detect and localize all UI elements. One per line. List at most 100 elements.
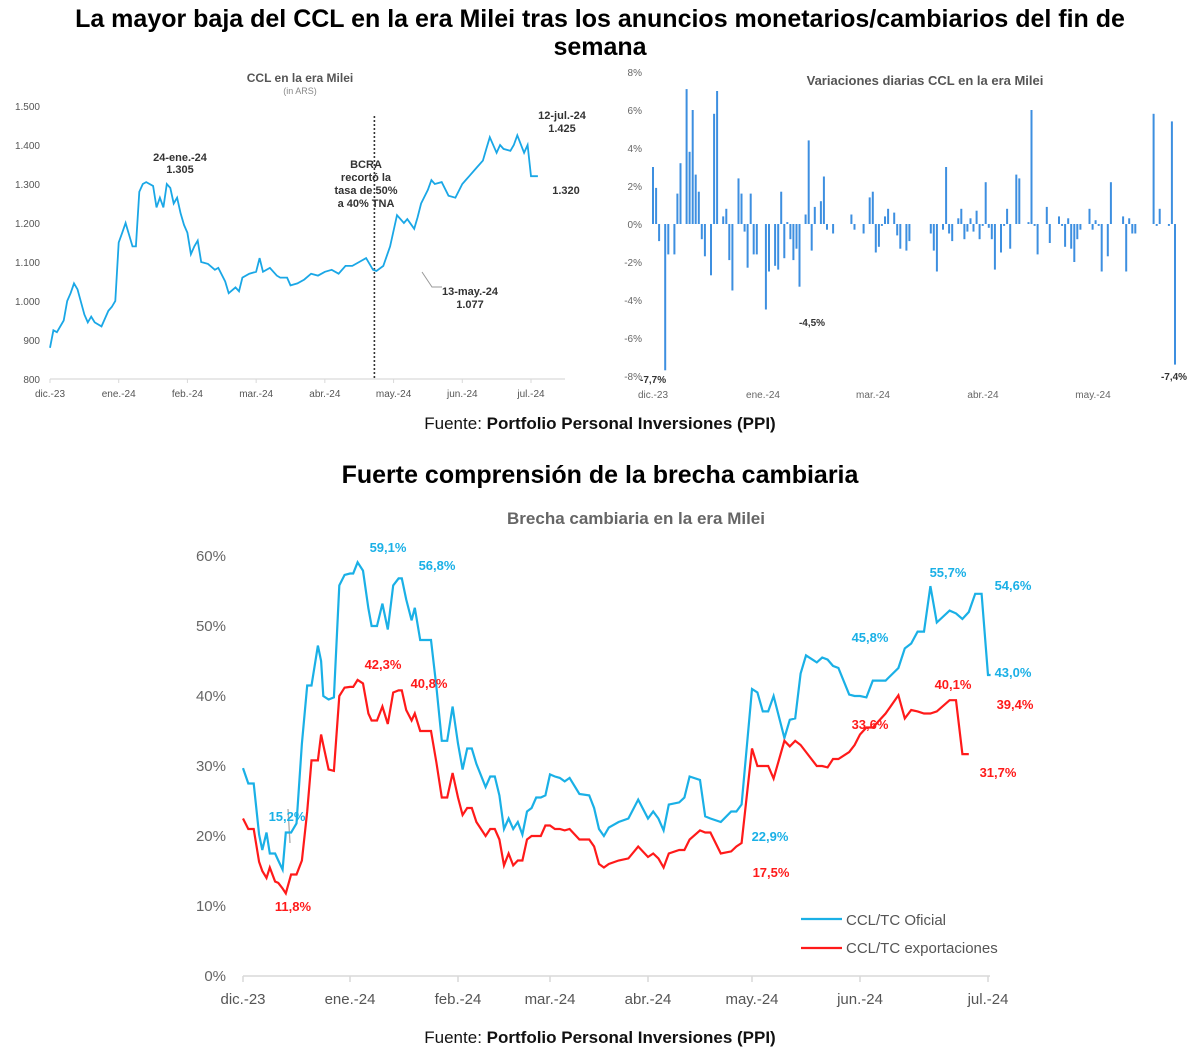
annot-export-42-3: 42,3%	[365, 657, 402, 672]
daily-variation-bar	[1122, 216, 1125, 224]
daily-variation-bar	[948, 224, 951, 234]
annot-export-33-6: 33,6%	[852, 717, 889, 732]
daily-variation-bar	[1079, 224, 1082, 230]
ccl-x-tick-label: abr.-24	[309, 389, 341, 400]
daily-variation-bar	[1006, 208, 1009, 224]
source-bottom: Fuente: Portfolio Personal Inversiones (…	[0, 1028, 1200, 1048]
daily-variation-bar	[963, 224, 966, 240]
legend: CCL/TC Oficial CCL/TC exportaciones	[801, 912, 998, 957]
ccl-x-tick-label: jun.-24	[446, 389, 478, 400]
daily-variation-bar	[688, 151, 691, 224]
daily-variation-bar	[942, 224, 944, 230]
page-title-line-1: La mayor baja del CCL en la era Milei tr…	[75, 5, 1125, 33]
daily-variation-bar	[676, 193, 679, 224]
daily-variation-bar	[896, 224, 899, 236]
annot-oficial-59-1: 59,1%	[370, 540, 407, 555]
annot-oficial-43-0: 43,0%	[995, 665, 1032, 680]
daily-variation-bar	[1033, 224, 1036, 226]
bars-x-tick-label: abr.-24	[967, 390, 999, 401]
annot-jan-date: 24-ene.-24	[153, 152, 208, 164]
daily-variation-bar	[1131, 224, 1134, 234]
ccl-chart-title: CCL en la era Milei	[247, 71, 353, 85]
daily-variation-bar	[1097, 224, 1100, 226]
daily-variation-bar	[850, 214, 853, 224]
ccl-y-tick-label: 900	[23, 336, 40, 347]
ccl-x-tick-label: dic.-23	[35, 389, 65, 400]
ccl-y-tick-label: 800	[23, 375, 40, 386]
daily-variation-bar	[1003, 224, 1006, 226]
daily-variation-bar	[722, 216, 725, 224]
ccl-y-tick-label: 1.100	[15, 258, 40, 269]
may-annotation-leader	[421, 271, 442, 288]
daily-variation-bar	[1155, 224, 1158, 226]
brecha-y-tick-label: 40%	[196, 688, 226, 705]
annot-oficial-56-8: 56,8%	[419, 558, 456, 573]
daily-variation-bar	[694, 174, 697, 224]
annot-bar-min-jan: -4,5%	[799, 318, 825, 329]
daily-variation-bar	[972, 224, 975, 232]
brecha-y-tick-label: 30%	[196, 758, 226, 775]
bars-x-tick-label: ene.-24	[746, 390, 780, 401]
daily-variation-bar	[905, 224, 908, 251]
bars-y-tick-label: 2%	[628, 182, 643, 193]
daily-variation-bar	[652, 167, 654, 224]
daily-variation-bar	[1152, 113, 1155, 224]
brecha-chart-title: Brecha cambiaria en la era Milei	[507, 509, 765, 528]
daily-variation-bar	[810, 224, 813, 251]
daily-variation-bar	[871, 191, 874, 224]
daily-variation-bar	[884, 216, 886, 224]
daily-variation-bar	[987, 224, 990, 228]
daily-variation-bar	[929, 224, 932, 234]
annot-oficial-45-8: 45,8%	[852, 630, 889, 645]
daily-variation-bar	[1125, 224, 1128, 272]
daily-variation-bar	[1158, 208, 1161, 224]
daily-variation-bar	[1100, 224, 1103, 272]
annot-bar-min-dec: -7,7%	[640, 375, 666, 386]
daily-variation-bar	[667, 224, 670, 255]
daily-variation-bar	[945, 167, 948, 224]
series-ccl-export-line	[242, 678, 969, 897]
annot-oficial-15-2: 15,2%	[269, 809, 306, 824]
brecha-y-tick-label: 50%	[196, 618, 226, 635]
daily-variation-bar	[978, 224, 981, 240]
daily-variation-bar	[1094, 220, 1097, 224]
series-ccl-oficial-line	[241, 559, 991, 874]
daily-variation-bar	[804, 214, 807, 224]
bars-x-tick-label: dic.-23	[638, 390, 668, 401]
source-top: Fuente: Portfolio Personal Inversiones (…	[0, 414, 1200, 434]
daily-variation-bar	[749, 193, 752, 224]
daily-variation-bar	[807, 140, 810, 224]
ccl-y-tick-label: 1.500	[15, 102, 40, 113]
daily-variation-bar	[877, 224, 880, 247]
daily-variation-bar	[1067, 218, 1070, 224]
bars-y-tick-label: 4%	[628, 144, 643, 155]
daily-variation-bar	[1048, 224, 1051, 243]
daily-variation-bar	[832, 224, 835, 234]
source-top-prefix: Fuente:	[424, 414, 482, 433]
daily-variation-bar	[768, 224, 770, 272]
daily-variation-bar	[874, 224, 877, 253]
daily-variation-bar	[975, 210, 978, 224]
daily-variation-bar	[679, 163, 682, 224]
daily-variation-bar	[1109, 182, 1112, 224]
daily-variation-bar	[969, 218, 972, 224]
brecha-x-tick-label: jun.-24	[836, 991, 883, 1008]
daily-variation-bar	[813, 206, 816, 224]
bcra-annotation-line: a 40% TNA	[338, 198, 395, 210]
daily-variation-bar	[932, 224, 935, 251]
annot-last-value: 1.320	[552, 185, 580, 197]
annot-export-11-8: 11,8%	[275, 899, 312, 914]
daily-variation-bar	[664, 224, 667, 371]
daily-variation-bar	[993, 224, 996, 270]
daily-variation-bar	[764, 224, 767, 310]
daily-variation-bar	[862, 224, 865, 234]
ccl-x-tick-label: may.-24	[376, 389, 412, 400]
daily-variation-bar	[1070, 224, 1073, 249]
daily-variation-bar	[1088, 208, 1091, 224]
daily-variation-bar	[868, 197, 871, 224]
source-bottom-name: Portfolio Personal Inversiones (PPI)	[486, 1028, 776, 1047]
daily-variation-bar	[1073, 224, 1076, 262]
daily-variation-bar	[786, 222, 789, 224]
